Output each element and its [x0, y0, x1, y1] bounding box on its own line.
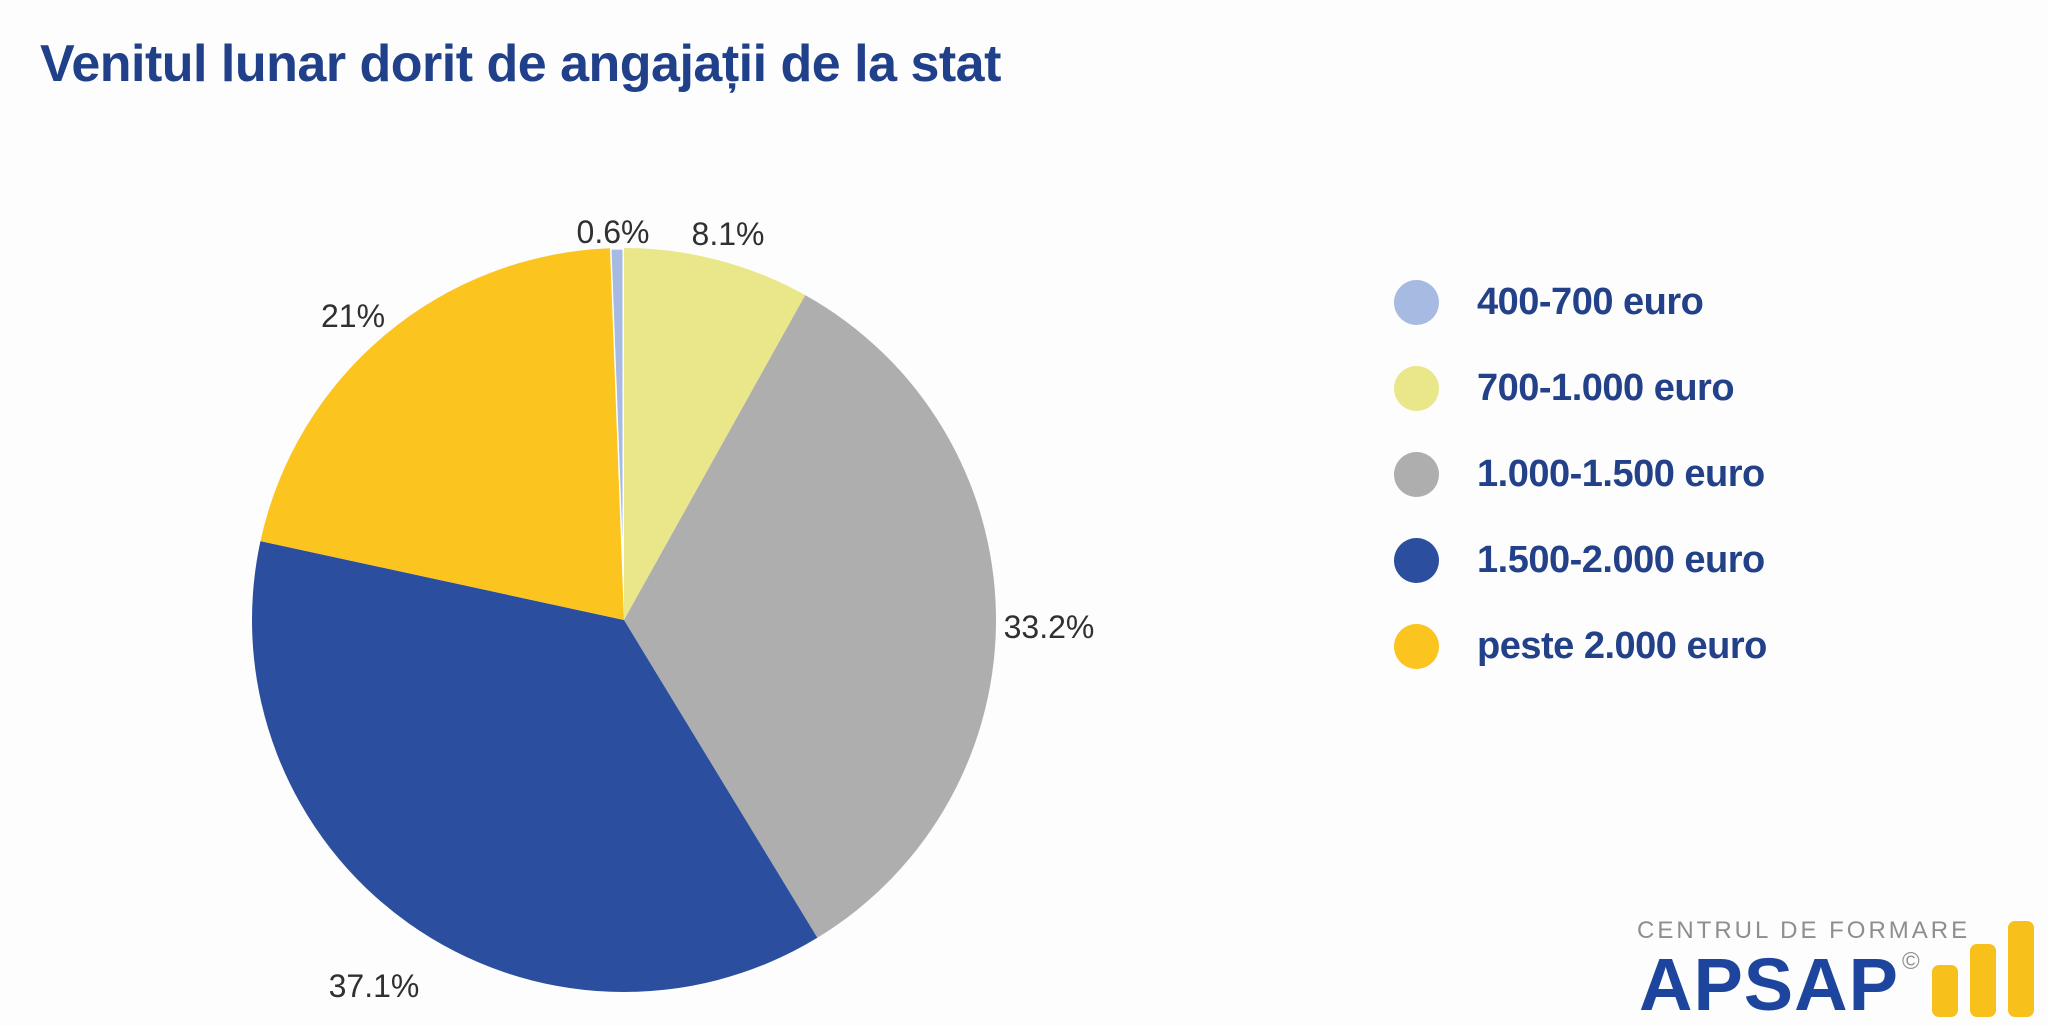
copyright-mark: ©	[1901, 948, 1920, 975]
pie-label-peste-2000-euro: 21%	[321, 298, 385, 334]
chart-legend: 400-700 euro 700-1.000 euro 1.000-1.500 …	[1394, 280, 1767, 710]
legend-swatch-1500-2000-euro	[1394, 538, 1439, 583]
pie-label-1000-1500-euro: 33.2%	[1004, 609, 1095, 645]
pie-slice-1000-1500-euro	[624, 295, 996, 938]
bar-chart-icon-bar-small	[1932, 965, 1958, 1017]
pie-slice-700-1000-euro	[624, 248, 806, 620]
chart-title: Venitul lunar dorit de angajații de la s…	[40, 35, 1001, 93]
bar-chart-icon	[1932, 921, 2034, 1017]
legend-label-peste-2000-euro: peste 2.000 euro	[1477, 625, 1767, 667]
legend-swatch-400-700-euro	[1394, 280, 1439, 325]
logo-brand: APSAP	[1639, 943, 1899, 1026]
bar-chart-icon-bar-medium	[1970, 944, 1996, 1017]
legend-swatch-peste-2000-euro	[1394, 624, 1439, 669]
legend-label-400-700-euro: 400-700 euro	[1477, 281, 1704, 323]
pie-label-1500-2000-euro: 37.1%	[329, 968, 420, 1004]
logo-tagline: CENTRUL DE FORMARE	[1637, 917, 1971, 944]
legend-label-1500-2000-euro: 1.500-2.000 euro	[1477, 539, 1765, 581]
apsap-logo: CENTRUL DE FORMARE APSAP ©	[1637, 912, 2037, 1024]
logo-brand-row: APSAP ©	[1639, 943, 1920, 1026]
legend-label-1000-1500-euro: 1.000-1.500 euro	[1477, 453, 1765, 495]
legend-item-400-700-euro: 400-700 euro	[1394, 280, 1767, 325]
pie-slice-400-700-euro	[608, 246, 626, 621]
pie-slice-1500-2000-euro	[252, 541, 818, 992]
legend-item-peste-2000-euro: peste 2.000 euro	[1394, 624, 1767, 669]
legend-item-1500-2000-euro: 1.500-2.000 euro	[1394, 538, 1767, 583]
pie-label-700-1000-euro: 8.1%	[692, 216, 765, 252]
legend-swatch-1000-1500-euro	[1394, 452, 1439, 497]
legend-swatch-700-1000-euro	[1394, 366, 1439, 411]
legend-label-700-1000-euro: 700-1.000 euro	[1477, 367, 1735, 409]
legend-item-1000-1500-euro: 1.000-1.500 euro	[1394, 452, 1767, 497]
pie-label-400-700-euro: 0.6%	[577, 214, 650, 250]
pie-slice-peste-2000-euro	[260, 248, 624, 620]
bar-chart-icon-bar-large	[2008, 921, 2034, 1017]
legend-item-700-1000-euro: 700-1.000 euro	[1394, 366, 1767, 411]
